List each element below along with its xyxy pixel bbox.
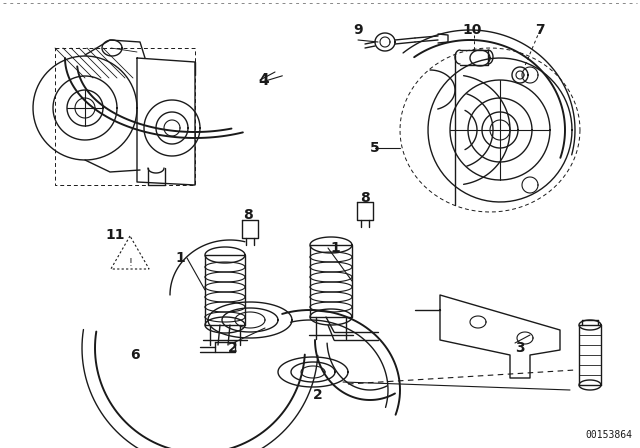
Text: !: ! — [128, 258, 132, 268]
Text: 11: 11 — [105, 228, 125, 242]
Text: 8: 8 — [360, 191, 370, 205]
Text: 5: 5 — [370, 141, 380, 155]
Text: 9: 9 — [353, 23, 363, 37]
Text: 6: 6 — [130, 348, 140, 362]
Text: 3: 3 — [515, 341, 525, 355]
Text: 1: 1 — [175, 251, 185, 265]
Text: 4: 4 — [258, 73, 269, 87]
Text: 8: 8 — [243, 208, 253, 222]
Text: 1: 1 — [330, 241, 340, 255]
Text: 2: 2 — [313, 388, 323, 402]
Text: 00153864: 00153864 — [585, 430, 632, 440]
Text: 2: 2 — [228, 341, 238, 355]
Text: 10: 10 — [462, 23, 482, 37]
Text: 7: 7 — [535, 23, 545, 37]
